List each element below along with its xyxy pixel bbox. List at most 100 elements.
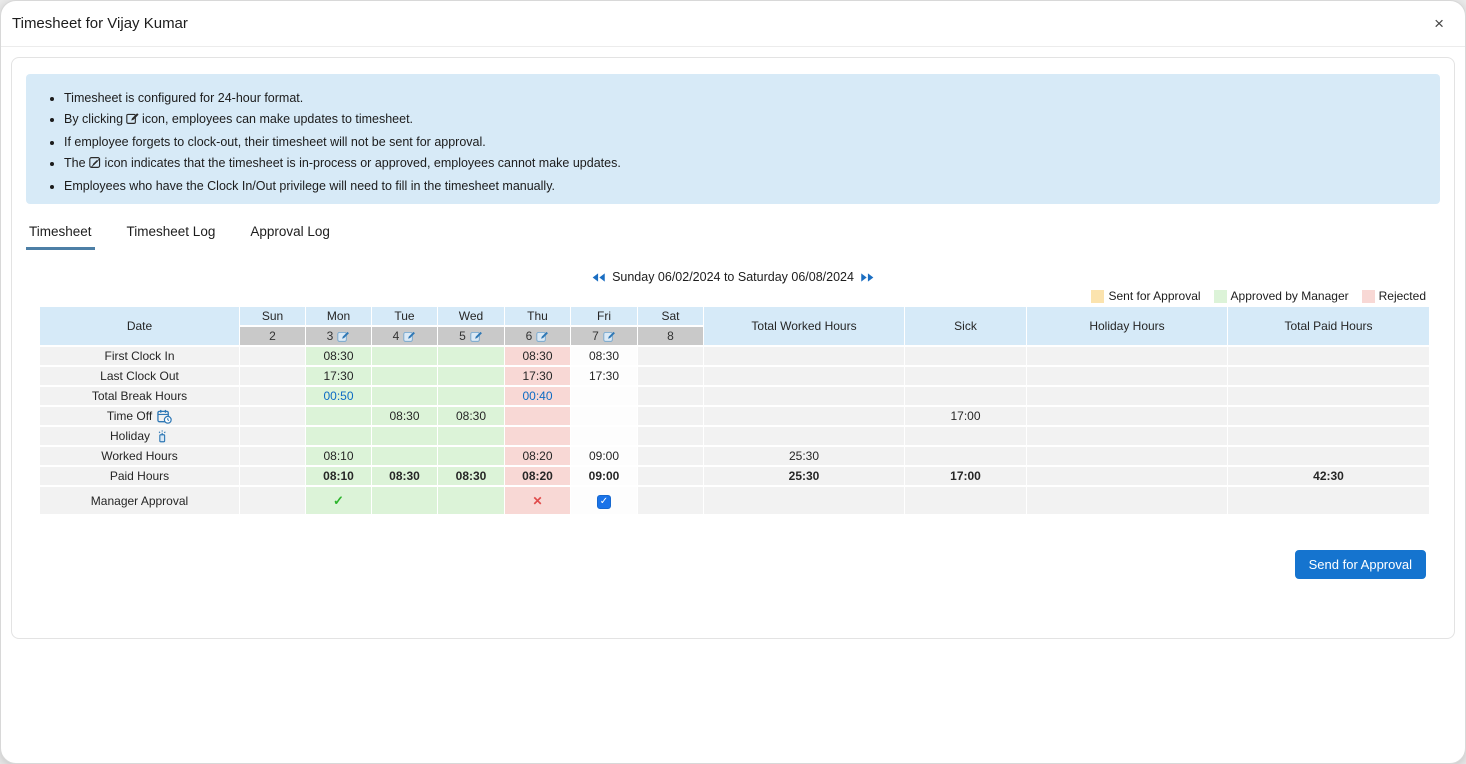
timesheet-cell xyxy=(438,387,505,407)
summary-cell xyxy=(905,487,1027,516)
edit-icon[interactable] xyxy=(603,330,616,343)
double-left-arrow-icon[interactable] xyxy=(590,272,607,283)
timesheet-table-head: Date Sun Mon Tue Wed Thu Fri Sat Total Worked Ho… xyxy=(40,307,1430,347)
edit-icon xyxy=(126,113,139,128)
timesheet-cell xyxy=(306,427,372,447)
summary-cell xyxy=(905,347,1027,367)
timesheet-cell xyxy=(505,407,571,427)
summary-cell xyxy=(1027,427,1228,447)
date-column-header: Date xyxy=(40,307,240,347)
timesheet-cell xyxy=(372,487,438,516)
week-navigator: Sunday 06/02/2024 to Saturday 06/08/2024 xyxy=(26,270,1440,284)
timesheet-cell: 08:30 xyxy=(571,347,638,367)
timesheet-cell xyxy=(438,347,505,367)
close-icon[interactable]: × xyxy=(1430,13,1448,34)
day-date-cell: 7 xyxy=(571,327,638,347)
timeoff-calendar-clock-icon xyxy=(157,409,172,424)
timesheet-cell xyxy=(438,367,505,387)
timesheet-cell: 17:30 xyxy=(306,367,372,387)
timesheet-cell: 08:30 xyxy=(372,407,438,427)
status-legend: Sent for Approval Approved by Manager Re… xyxy=(26,289,1426,303)
day-date-cell: 8 xyxy=(638,327,704,347)
table-row: Paid Hours 08:10 08:30 08:30 08:20 09:00 25:30… xyxy=(40,467,1430,487)
timesheet-cell xyxy=(240,467,306,487)
tab-timesheet[interactable]: Timesheet xyxy=(26,216,95,250)
row-label: Holiday xyxy=(40,427,240,447)
tab-approval-log[interactable]: Approval Log xyxy=(250,224,330,239)
approval-checkbox[interactable]: ✓ xyxy=(597,494,611,509)
table-row: Manager Approval ✓ ✕ ✓ xyxy=(40,487,1430,516)
table-row: Total Break Hours 00:50 00:40 xyxy=(40,387,1430,407)
summary-cell xyxy=(1027,447,1228,467)
timesheet-cell: 08:20 xyxy=(505,467,571,487)
summary-cell xyxy=(1228,487,1430,516)
summary-cell xyxy=(704,407,905,427)
edit-icon[interactable] xyxy=(337,330,350,343)
timesheet-table: Date Sun Mon Tue Wed Thu Fri Sat Total Worked Ho… xyxy=(40,307,1430,516)
row-label: Time Off xyxy=(40,407,240,427)
day-date-cell: 6 xyxy=(505,327,571,347)
day-name-header: Wed xyxy=(438,307,505,327)
info-note: Employees who have the Clock In/Out priv… xyxy=(64,178,1428,194)
legend-rejected: Rejected xyxy=(1361,289,1426,303)
timesheet-cell: 08:20 xyxy=(505,447,571,467)
approved-check-icon: ✓ xyxy=(333,492,344,508)
timesheet-table-body: First Clock In 08:30 08:30 08:30 Last Clock … xyxy=(40,347,1430,516)
timesheet-cell xyxy=(438,427,505,447)
timesheet-cell xyxy=(505,427,571,447)
timesheet-cell xyxy=(571,407,638,427)
timesheet-cell xyxy=(306,407,372,427)
edit-icon[interactable] xyxy=(470,330,483,343)
legend-approved-by-manager: Approved by Manager xyxy=(1213,289,1349,303)
sent-for-approval-swatch xyxy=(1091,289,1105,303)
timesheet-cell xyxy=(372,427,438,447)
row-label: Paid Hours xyxy=(40,467,240,487)
info-note: If employee forgets to clock-out, their … xyxy=(64,134,1428,150)
summary-column-header: Sick xyxy=(905,307,1027,347)
row-label: First Clock In xyxy=(40,347,240,367)
table-row: Worked Hours 08:10 08:20 09:00 25:30 xyxy=(40,447,1430,467)
summary-cell xyxy=(1228,347,1430,367)
summary-cell: 17:00 xyxy=(905,467,1027,487)
table-row: Last Clock Out 17:30 17:30 17:30 xyxy=(40,367,1430,387)
summary-cell: 17:00 xyxy=(905,407,1027,427)
summary-cell xyxy=(1228,427,1430,447)
edit-icon[interactable] xyxy=(403,330,416,343)
break-hours-link[interactable]: 00:50 xyxy=(323,389,354,403)
timesheet-cell xyxy=(438,447,505,467)
day-name-header: Sun xyxy=(240,307,306,327)
double-right-arrow-icon[interactable] xyxy=(859,272,876,283)
day-name-header: Mon xyxy=(306,307,372,327)
timesheet-cell: 08:30 xyxy=(505,347,571,367)
timesheet-cell: 08:30 xyxy=(372,467,438,487)
summary-cell xyxy=(704,347,905,367)
day-name-header: Sat xyxy=(638,307,704,327)
summary-cell xyxy=(704,487,905,516)
timesheet-cell: 08:30 xyxy=(438,467,505,487)
timesheet-cell: ✕ xyxy=(505,487,571,516)
info-note: Timesheet is configured for 24-hour form… xyxy=(64,90,1428,106)
summary-cell xyxy=(1027,387,1228,407)
timesheet-cell xyxy=(372,367,438,387)
timesheet-cell xyxy=(638,467,704,487)
timesheet-cell xyxy=(372,387,438,407)
break-hours-link[interactable]: 00:40 xyxy=(522,389,553,403)
timesheet-cell xyxy=(638,427,704,447)
summary-cell xyxy=(1027,487,1228,516)
dialog-header: Timesheet for Vijay Kumar × xyxy=(1,1,1465,47)
legend-sent-for-approval: Sent for Approval xyxy=(1091,289,1201,303)
timesheet-cell xyxy=(372,347,438,367)
actions-bar: Send for Approval xyxy=(26,550,1426,579)
tab-timesheet-log[interactable]: Timesheet Log xyxy=(126,224,216,239)
summary-cell: 25:30 xyxy=(704,467,905,487)
summary-cell xyxy=(704,367,905,387)
timesheet-cell xyxy=(638,447,704,467)
timesheet-cell xyxy=(571,427,638,447)
timesheet-cell: 08:30 xyxy=(438,407,505,427)
holiday-firecracker-icon xyxy=(155,429,169,444)
send-for-approval-button[interactable]: Send for Approval xyxy=(1294,550,1426,579)
day-date-cell: 2 xyxy=(240,327,306,347)
edit-icon[interactable] xyxy=(536,330,549,343)
day-date-cell: 4 xyxy=(372,327,438,347)
